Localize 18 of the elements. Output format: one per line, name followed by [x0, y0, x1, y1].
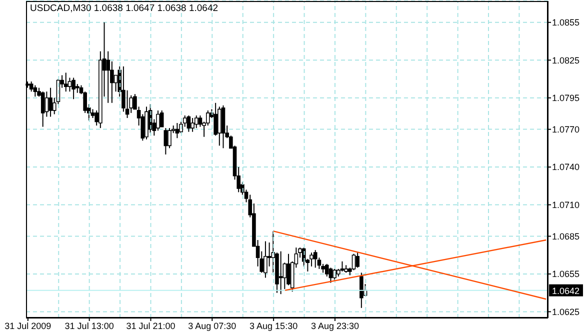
- y-tick-label: 1.0625: [552, 306, 580, 317]
- x-tick-label: 31 Jul 2009: [4, 321, 52, 331]
- x-tick-label: 31 Jul 13:00: [64, 321, 114, 331]
- x-tick-label: 3 Aug 07:30: [188, 321, 236, 331]
- y-tick-label: 1.0795: [552, 93, 580, 104]
- ref-line-label: 1.0642: [552, 286, 580, 296]
- y-tick-label: 1.0710: [552, 200, 580, 210]
- y-tick-label: 1.0770: [552, 124, 580, 135]
- chart-title: USDCAD,M30 1.0638 1.0647 1.0638 1.0642: [30, 3, 218, 14]
- x-tick-label: 31 Jul 21:00: [126, 321, 176, 331]
- y-tick-label: 1.0740: [552, 162, 580, 172]
- y-tick-label: 1.0855: [552, 18, 580, 28]
- y-tick-label: 1.0825: [552, 55, 580, 66]
- x-tick-label: 3 Aug 15:30: [250, 321, 298, 331]
- y-tick-label: 1.0655: [552, 269, 580, 280]
- y-tick-label: 1.0685: [552, 231, 580, 242]
- x-tick-label: 3 Aug 23:30: [310, 321, 359, 331]
- candlestick: [278, 251, 283, 294]
